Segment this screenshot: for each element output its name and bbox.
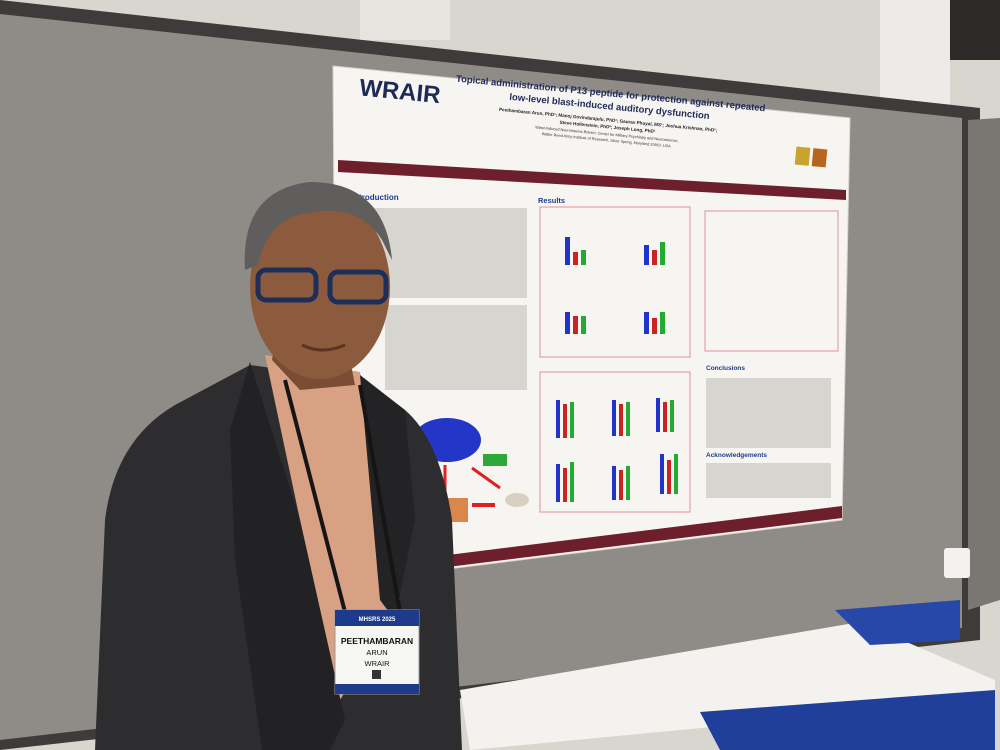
figure-panel <box>539 206 691 358</box>
figure-bar <box>660 454 664 494</box>
figure-bar <box>626 466 630 500</box>
figure-bar <box>573 316 578 334</box>
badge-footer <box>335 684 419 694</box>
text-block <box>706 378 831 448</box>
mouth <box>301 343 346 352</box>
figure-bar <box>581 316 586 334</box>
figure-bar <box>612 466 616 500</box>
figure-bar <box>565 237 570 265</box>
figure-bar <box>667 460 671 494</box>
lapel <box>360 375 415 620</box>
figure-panels <box>539 206 839 513</box>
side-board <box>968 118 1000 610</box>
figure-bar <box>563 404 567 438</box>
figure-bar <box>674 454 678 494</box>
badge-first-name: PEETHAMBARAN <box>341 636 413 646</box>
figure-bar <box>556 464 560 502</box>
figure-bar <box>570 462 574 502</box>
poster-header-rule <box>338 160 846 200</box>
section-heading: Acknowledgements <box>706 452 767 459</box>
figure-bar <box>644 245 649 265</box>
figure-bar <box>660 242 665 265</box>
hair <box>244 182 392 270</box>
section-heading: Results <box>538 196 565 205</box>
figure-bar <box>663 402 667 432</box>
figure-bar <box>660 312 665 334</box>
poster-body-text <box>372 208 831 498</box>
figure-bar <box>556 400 560 438</box>
badge-organization: WRAIR <box>365 659 391 668</box>
figure-bar <box>652 318 657 334</box>
badge-qr <box>372 670 381 679</box>
glasses <box>327 269 389 305</box>
diagram-box <box>483 454 507 466</box>
text-block <box>706 463 831 498</box>
figure-bar <box>573 252 578 265</box>
figure-bar <box>563 468 567 502</box>
figure-panel <box>704 210 839 352</box>
badge-event: MHSRS 2025 <box>359 617 396 623</box>
lanyard <box>283 379 347 613</box>
figure-bar <box>644 312 649 334</box>
figure-bar <box>570 402 574 438</box>
figure-bar <box>652 250 657 265</box>
dark-opening <box>950 0 1000 60</box>
text-block <box>372 208 527 298</box>
figure-bar <box>581 250 586 265</box>
table-top <box>460 622 995 750</box>
glasses <box>255 267 319 303</box>
insignia <box>794 146 811 166</box>
figure-bars <box>556 237 678 502</box>
badge-header <box>335 610 419 626</box>
face <box>250 195 390 379</box>
figure-bar <box>619 470 623 500</box>
section-heading: Conclusions <box>706 365 745 372</box>
figure-panel <box>539 371 691 513</box>
figure-bar <box>619 404 623 436</box>
diagram-image <box>505 493 529 507</box>
figure-bar <box>670 400 674 432</box>
figure-bar <box>612 400 616 436</box>
text-block <box>385 305 527 390</box>
figure-bar <box>656 398 660 432</box>
figure-bar <box>626 402 630 436</box>
lapel <box>230 362 345 750</box>
column <box>360 0 450 40</box>
badge-last-name: ARUN <box>366 648 387 657</box>
figure-bar <box>565 312 570 334</box>
cup <box>944 548 970 578</box>
table-skirt <box>700 690 995 750</box>
diagram-arrow <box>471 466 501 490</box>
poster-footer-bar <box>440 506 842 568</box>
table-skirt-back <box>835 600 960 645</box>
section-heading: Introduction <box>352 193 399 202</box>
insignia <box>811 148 828 168</box>
lanyard <box>358 384 402 613</box>
